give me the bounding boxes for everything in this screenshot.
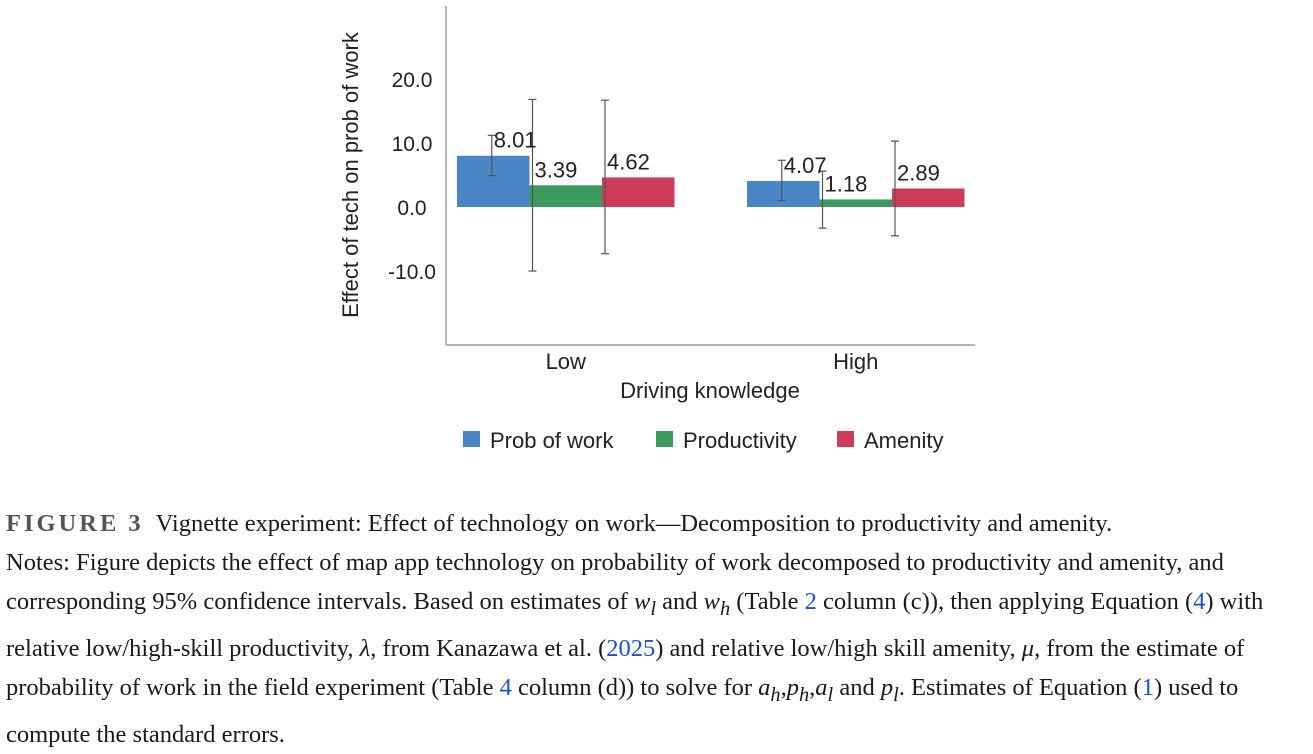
caption-text: and [833,673,881,701]
citation-2025-link[interactable]: 2025 [606,634,656,662]
error-bar [777,159,786,202]
legend: Prob of work Productivity Amenity [463,428,943,453]
math-mu: μ [1021,634,1035,662]
data-label: 4.62 [607,149,650,174]
x-category-label: Low [546,349,586,374]
error-bar [891,140,899,237]
math-p: p [786,673,799,701]
math-p: p [880,673,894,701]
bar-chart: 20.0 10.0 0.0 -10.0 8.01 3.39 4.62 4.071.18 2.8… [338,6,975,453]
caption-text: , from Kanazawa et al. ( [370,634,607,662]
caption-text: column (c)), then applying Equation ( [816,588,1194,615]
bar-prob-of-work [747,180,820,207]
math-sub: h [798,683,810,706]
legend-swatch [837,431,854,447]
bar-amenity [892,188,965,207]
caption-text: (Table [730,588,805,615]
y-axis-label: Effect of tech on prob of work [338,31,363,318]
error-bars [487,98,899,272]
legend-swatch [463,431,480,447]
caption-text: Notes: Figure depicts the effect of map … [6,549,1224,615]
table-4-link[interactable]: 4 [499,673,512,701]
caption-text: , [809,673,816,701]
math-w: w [633,588,651,615]
legend-swatch [656,431,673,447]
math-sub: l [893,683,899,706]
math-lambda: λ [359,634,371,662]
x-category-label: High [833,349,878,374]
data-label: 3.39 [535,157,578,182]
caption-text: ) with relative low/high-skill productiv… [6,588,1264,662]
math-a: a [815,673,828,701]
caption-text: and [655,588,704,615]
bar-productivity [819,199,892,207]
math-sub: h [770,683,781,706]
math-sub: h [719,597,731,620]
math-w: w [703,588,720,615]
caption-text: . Estimates of Equation ( [898,673,1142,701]
x-axis-label: Driving knowledge [620,378,800,403]
error-bar [528,98,537,272]
figure-title: Vignette experiment: Effect of technolog… [155,510,1113,537]
legend-label: Amenity [864,428,943,453]
y-tick-label: -10.0 [388,261,436,284]
equation-1-link[interactable]: 1 [1141,673,1154,701]
y-tick-label: 20.0 [392,69,433,92]
caption-text: , from the estimate of probability of wo… [6,634,1245,701]
bar-productivity [529,185,602,207]
legend-label: Prob of work [490,428,614,453]
bars [457,155,965,207]
data-label: 1.18 [825,171,868,196]
figure-caption: FIGURE 3 Vignette experiment: Effect of t… [6,504,1312,754]
y-ticks: 20.0 10.0 0.0 -10.0 [388,69,436,284]
error-bar [818,170,827,229]
error-bar [601,99,609,255]
chart-axes [445,6,975,346]
table-2-link[interactable]: 2 [804,588,817,615]
math-sub: l [650,597,656,620]
data-label: 2.89 [897,161,940,186]
caption-text: column (d)) to solve for [511,673,759,701]
data-label: 8.01 [494,128,537,153]
x-category-labels: Low High [546,349,879,374]
caption-text: , [780,673,787,701]
y-tick-label: 0.0 [397,197,426,220]
error-bar [487,134,496,177]
bar-prob-of-work [457,155,530,207]
bar-amenity [602,177,675,207]
equation-4-link[interactable]: 4 [1193,588,1206,615]
data-labels: 8.01 3.39 4.62 4.071.18 2.89 [494,128,940,197]
math-sub: l [827,683,834,706]
math-a: a [758,673,771,701]
legend-label: Productivity [683,428,797,453]
data-label: 4.07 [784,153,827,178]
caption-text: ) and relative low/high skill amenity, [655,634,1022,662]
figure-label: FIGURE 3 [6,510,144,537]
y-tick-label: 10.0 [392,133,433,156]
